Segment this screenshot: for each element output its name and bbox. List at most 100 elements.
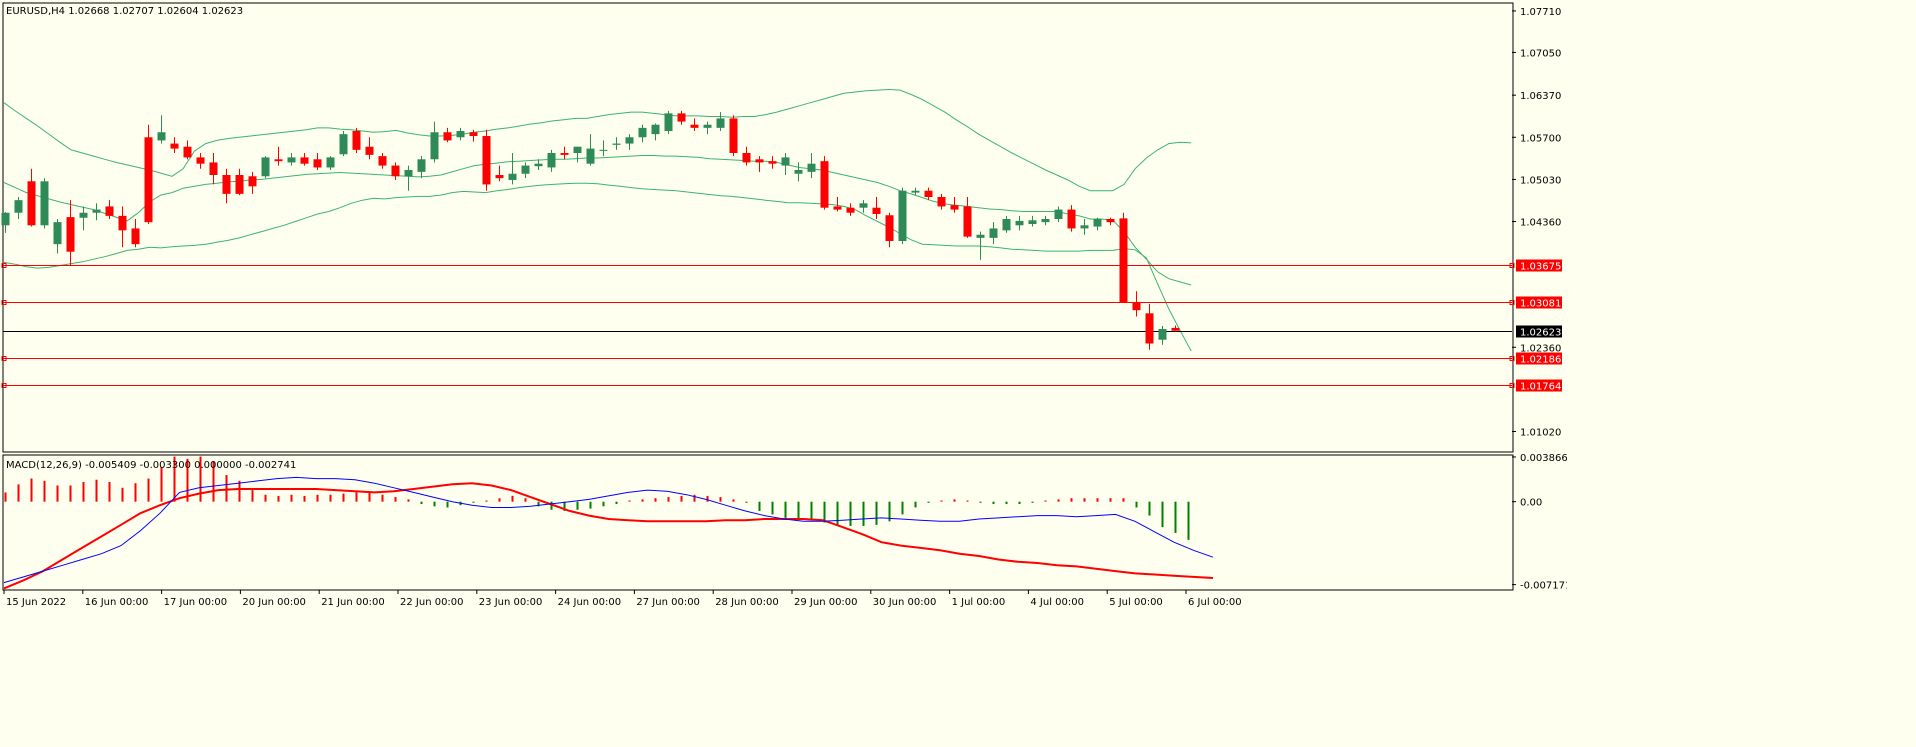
time-tick-label: 20 Jun 00:00 (242, 597, 306, 608)
candle-body (235, 175, 244, 194)
candle-body (664, 113, 673, 131)
candle (287, 153, 296, 166)
candle-body (118, 215, 127, 231)
candle-body (339, 134, 348, 155)
candle (1002, 215, 1011, 233)
level-anchor[interactable] (1, 356, 7, 361)
candle (339, 130, 348, 157)
bollinger-bands (3, 88, 1192, 352)
price-axis: 1.07710 1.07050 1.06370 1.05700 1.05030 1.043… (1512, 7, 1561, 439)
level-anchor[interactable] (1509, 263, 1515, 268)
candle (625, 134, 634, 150)
macd-tick-label: -0.007171 (1520, 581, 1567, 592)
candle-body (105, 206, 114, 216)
candle (144, 124, 153, 225)
candle (651, 123, 660, 141)
price-tick-label: 1.06370 (1520, 91, 1561, 102)
time-tick-label: 28 Jun 00:00 (715, 597, 779, 608)
level-anchor[interactable] (1509, 300, 1515, 305)
candle (27, 168, 36, 227)
candle-body (14, 200, 23, 213)
bb-middle-line (3, 155, 1192, 286)
candle-body (300, 157, 309, 164)
candle (638, 124, 647, 143)
level-price-box (1516, 352, 1562, 365)
candle-body (625, 137, 634, 144)
candle-body (612, 143, 621, 145)
candle-body (755, 159, 764, 163)
candle (352, 127, 361, 153)
time-tick-label: 23 Jun 00:00 (479, 597, 543, 608)
candle (157, 115, 166, 144)
level-price-box (1516, 379, 1562, 392)
candle-body (950, 205, 959, 210)
bb-upper-line (3, 88, 1192, 192)
candle (950, 197, 959, 213)
candle-body (599, 149, 608, 151)
candle-body (378, 156, 387, 166)
candle-body (794, 169, 803, 174)
candle (300, 153, 309, 166)
candle (443, 127, 452, 143)
candle (66, 200, 75, 267)
macd-lines (3, 476, 1214, 590)
candle-body (456, 130, 465, 138)
time-tick-label: 1 Jul 00:00 (952, 597, 1006, 608)
candle-body (924, 190, 933, 198)
candle-body (170, 143, 179, 149)
chart-frames (2, 2, 1514, 591)
macd-signal-line (3, 482, 1214, 590)
time-axis: 15 Jun 2022 16 Jun 00:00 17 Jun 00:00 20 Ju… (3, 590, 1242, 608)
candle (1, 212, 10, 233)
candle-body (742, 153, 751, 163)
candle-body (1171, 327, 1180, 331)
candle (404, 165, 413, 191)
level-price-box (1516, 296, 1562, 309)
candle (820, 156, 829, 210)
candle-body (313, 159, 322, 168)
candle (1054, 206, 1063, 223)
candle-body (885, 215, 894, 242)
candle (885, 212, 894, 248)
candle-body (508, 173, 517, 181)
candle-body (183, 146, 192, 158)
candle (833, 197, 842, 212)
level-anchor[interactable] (1, 263, 7, 268)
time-tick-label: 15 Jun 2022 (6, 597, 66, 608)
candle (781, 153, 790, 176)
level-anchor[interactable] (1509, 383, 1515, 388)
candle (612, 137, 621, 150)
candle-body (1093, 219, 1102, 227)
candle (690, 118, 699, 131)
candle (495, 165, 504, 182)
candle (911, 187, 920, 196)
candle-body (521, 165, 530, 174)
time-tick-label: 6 Jul 00:00 (1188, 597, 1242, 608)
candle (937, 193, 946, 210)
candle (105, 200, 114, 220)
candle-body (586, 148, 595, 164)
candle-body (690, 124, 699, 128)
candle-body (560, 153, 569, 155)
horizontal-levels[interactable]: 1.03675 1.03081 1.02623 1.02186 1.01764 (1, 259, 1562, 393)
main-chart-title: EURUSD,H4 1.02668 1.02707 1.02604 1.0262… (6, 6, 243, 17)
candle (599, 140, 608, 157)
candle (183, 140, 192, 160)
candle-body (638, 127, 647, 138)
candle-body (833, 206, 842, 210)
candle (248, 171, 257, 194)
time-tick-label: 21 Jun 00:00 (321, 597, 385, 608)
candle-body (391, 165, 400, 177)
candle (807, 153, 816, 179)
candle-body (729, 118, 738, 153)
candle-body (820, 161, 829, 208)
candle (846, 203, 855, 216)
level-anchor[interactable] (1, 383, 7, 388)
level-anchor[interactable] (1509, 356, 1515, 361)
candle (1132, 291, 1141, 317)
candle-body (92, 209, 101, 213)
level-anchor[interactable] (1, 300, 7, 305)
candle-body (898, 190, 907, 242)
candle (1028, 215, 1037, 227)
candle (1106, 217, 1115, 226)
